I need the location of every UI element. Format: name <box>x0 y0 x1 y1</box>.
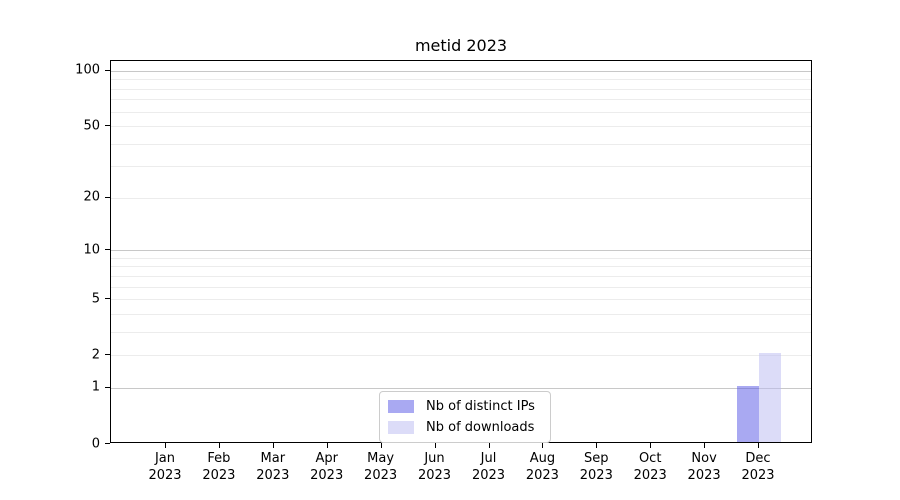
legend-item-downloads: Nb of downloads <box>388 418 542 437</box>
legend: Nb of distinct IPs Nb of downloads <box>379 391 551 443</box>
bar-series-0-dec <box>737 385 759 442</box>
x-tick-label: Dec 2023 <box>741 451 775 483</box>
x-tick-label: May 2023 <box>364 451 398 483</box>
y-tick <box>105 249 110 251</box>
x-tick <box>165 443 166 448</box>
x-tick-label: Mar 2023 <box>256 451 290 483</box>
x-tick <box>542 443 544 448</box>
y-tick <box>105 125 110 126</box>
gridline <box>111 143 811 145</box>
y-tick <box>105 443 110 444</box>
x-tick-label: Jul 2023 <box>471 451 506 483</box>
x-tick-label: Apr 2023 <box>310 451 344 483</box>
x-tick <box>650 443 652 448</box>
gridline <box>111 266 811 268</box>
gridline <box>111 126 811 127</box>
y-tick-label: 10 <box>83 242 100 258</box>
x-tick <box>272 443 274 448</box>
gridline <box>111 197 811 199</box>
chart-title: metid 2023 <box>414 36 508 55</box>
gridline <box>111 331 811 333</box>
gridline <box>111 166 811 168</box>
x-tick <box>218 443 220 448</box>
y-tick-label: 2 <box>91 347 100 363</box>
y-tick <box>105 386 110 388</box>
plot-canvas <box>111 61 811 442</box>
x-tick <box>704 443 706 448</box>
y-tick-label: 50 <box>83 118 100 133</box>
x-tick-label: Oct 2023 <box>633 451 667 483</box>
gridline <box>111 99 811 101</box>
x-tick-label: Sep 2023 <box>579 451 613 483</box>
x-tick-label: Aug 2023 <box>525 451 559 483</box>
legend-item-distinct-ips: Nb of distinct IPs <box>388 397 542 416</box>
y-tick-label: 5 <box>91 291 100 307</box>
gridline <box>111 111 811 113</box>
legend-swatch-downloads <box>388 421 414 434</box>
y-tick-label: 1 <box>91 379 100 395</box>
bar-series-1-dec <box>759 353 781 442</box>
gridline <box>111 79 811 81</box>
gridline <box>111 250 811 252</box>
x-tick <box>380 443 382 448</box>
gridline <box>111 88 811 90</box>
legend-label-downloads: Nb of downloads <box>426 420 535 435</box>
x-tick-label: Nov 2023 <box>687 451 721 483</box>
gridline <box>111 257 811 259</box>
x-tick-label: Feb 2023 <box>202 451 236 483</box>
x-tick <box>434 443 436 448</box>
y-tick <box>105 69 110 71</box>
y-tick-label: 100 <box>75 62 100 78</box>
x-tick-label: Jan 2023 <box>148 451 182 483</box>
legend-label-distinct-ips: Nb of distinct IPs <box>426 399 535 414</box>
x-tick <box>488 443 490 448</box>
gridline <box>111 313 811 315</box>
x-tick-label: Jun 2023 <box>417 451 452 483</box>
gridline <box>111 299 811 301</box>
x-tick <box>758 443 759 448</box>
gridline <box>111 70 811 72</box>
plot-area: Nb of distinct IPs Nb of downloads <box>110 60 812 443</box>
y-tick <box>105 196 110 198</box>
gridline <box>111 355 811 357</box>
y-tick-label: 20 <box>83 189 100 205</box>
gridline <box>111 387 811 389</box>
gridline <box>111 286 811 288</box>
gridline <box>111 275 811 277</box>
x-tick <box>326 443 328 448</box>
y-tick-label: 0 <box>91 436 100 451</box>
y-tick <box>105 298 110 300</box>
x-tick <box>596 443 598 448</box>
legend-swatch-distinct-ips <box>388 400 414 413</box>
y-tick <box>105 354 110 356</box>
